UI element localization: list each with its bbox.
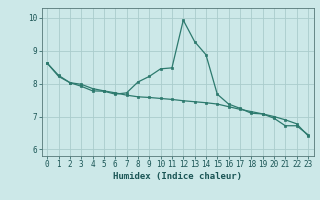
X-axis label: Humidex (Indice chaleur): Humidex (Indice chaleur) [113,172,242,181]
